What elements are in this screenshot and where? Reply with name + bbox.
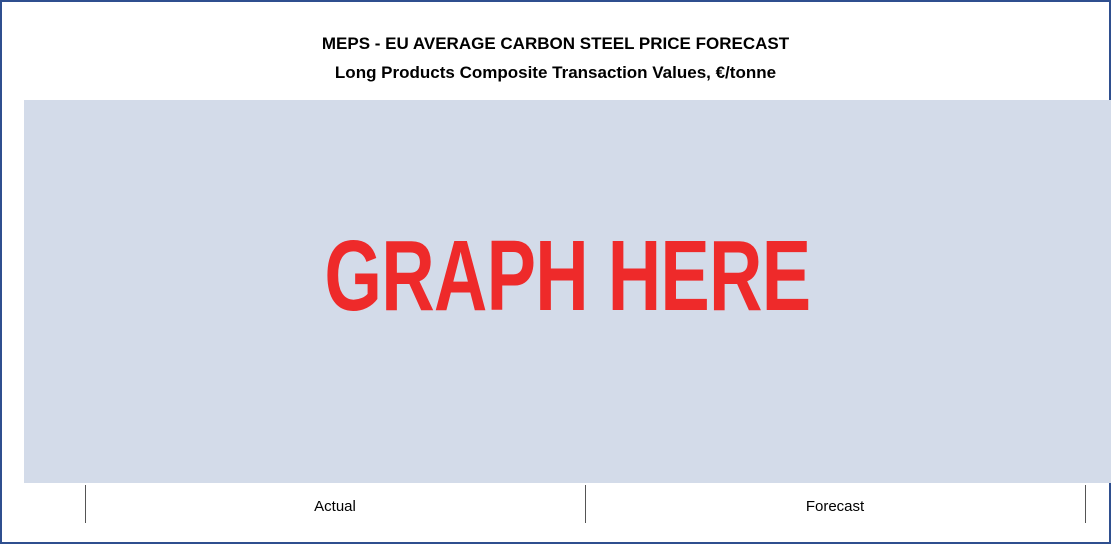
placeholder: GRAPH HERE <box>324 220 812 332</box>
divider <box>85 485 86 523</box>
placeholder-box: GRAPH HERE <box>24 100 1111 483</box>
column-label: Forecast <box>805 498 865 515</box>
graph-panel: GRAPH HERE <box>24 100 1111 483</box>
divider <box>1085 485 1086 523</box>
subtitle: Long Products Composite Transaction Valu… <box>334 63 777 82</box>
title: MEPS - EU AVERAGE CARBON STEEL PRICE FOR… <box>321 34 790 53</box>
divider <box>585 485 586 523</box>
column-label: Actual <box>314 498 356 515</box>
